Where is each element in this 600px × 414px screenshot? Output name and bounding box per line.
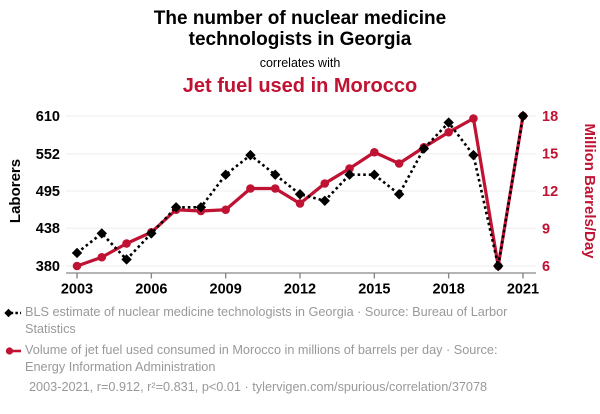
data-point-diamond <box>468 149 479 161</box>
data-point-diamond <box>319 195 330 206</box>
x-tick-label: 2003 <box>61 282 93 298</box>
data-point-diamond <box>344 169 355 180</box>
legend: BLS estimate of nuclear medicine technol… <box>0 304 600 394</box>
x-tick-label: 2012 <box>284 282 316 298</box>
x-tick-label: 2009 <box>210 282 242 298</box>
data-point-circle <box>320 179 330 188</box>
x-tick-label: 2006 <box>135 282 167 298</box>
legend-item-series1: BLS estimate of nuclear medicine technol… <box>4 304 600 337</box>
data-point-diamond <box>121 254 132 265</box>
legend-item-series2: Volume of jet fuel used consumed in Moro… <box>4 342 600 375</box>
data-point-circle <box>295 199 305 208</box>
data-point-circle <box>394 159 404 168</box>
data-point-diamond <box>418 143 430 154</box>
data-point-circle <box>246 184 255 193</box>
legend-marker-circle <box>5 347 14 355</box>
left-axis-title: Laborers <box>7 159 24 223</box>
data-point-diamond <box>96 228 107 239</box>
series2-circle-solid-marker-icon <box>5 347 21 355</box>
chart-header: The number of nuclear medicine technolog… <box>0 0 600 97</box>
data-point-circle <box>469 114 478 123</box>
data-point-diamond <box>294 189 306 200</box>
right-tick-label: 6 <box>542 259 550 275</box>
right-axis-title: Million Barrels/Day <box>581 123 598 259</box>
data-point-diamond <box>393 189 405 200</box>
left-tick-label: 610 <box>36 109 60 125</box>
series1-diamond-dotted-marker-icon <box>4 308 21 318</box>
chart-subtitle-red: Jet fuel used in Morocco <box>182 75 418 97</box>
stats-citation-line: 2003-2021, r=0.912, r²=0.831, p<0.01 · t… <box>29 380 488 394</box>
left-tick-label: 380 <box>36 259 60 275</box>
chart-connector-text: correlates with <box>259 56 341 70</box>
data-point-diamond <box>369 169 380 180</box>
data-point-circle <box>370 147 379 157</box>
data-point-diamond <box>493 260 504 272</box>
data-point-diamond <box>270 169 281 180</box>
data-point-circle <box>72 261 82 271</box>
correlation-line-chart: 2003 2006 2009 2012 2015 2018 2021 380 438 495 552… <box>7 109 598 298</box>
data-point-circle <box>221 205 230 215</box>
data-point-diamond <box>170 202 182 213</box>
left-tick-label: 438 <box>36 221 60 237</box>
legend-series2-label: Volume of jet fuel used consumed in Moro… <box>25 343 498 374</box>
right-tick-label: 18 <box>542 109 558 125</box>
data-point-diamond <box>195 202 207 213</box>
left-tick-label: 495 <box>36 184 60 200</box>
legend-marker-diamond <box>4 308 13 318</box>
data-point-circle <box>270 184 280 193</box>
data-point-circle <box>345 164 354 173</box>
data-point-circle <box>122 239 131 248</box>
data-point-diamond <box>443 117 454 128</box>
x-tick-label: 2021 <box>507 282 539 298</box>
data-point-diamond <box>220 169 231 180</box>
right-tick-label: 15 <box>542 147 558 163</box>
chart-title: The number of nuclear medicine technolog… <box>153 8 447 50</box>
data-point-circle <box>97 252 107 262</box>
legend-series1-label: BLS estimate of nuclear medicine technol… <box>25 305 508 336</box>
right-tick-label: 9 <box>542 222 550 238</box>
data-point-diamond <box>517 110 529 122</box>
x-tick-label: 2018 <box>433 282 465 298</box>
right-tick-label: 12 <box>542 184 558 200</box>
x-tick-label: 2015 <box>358 282 390 298</box>
data-point-circle <box>444 127 453 137</box>
data-point-diamond <box>146 228 157 239</box>
data-point-diamond <box>71 247 83 259</box>
data-point-diamond <box>245 149 256 161</box>
left-tick-label: 552 <box>36 147 60 163</box>
